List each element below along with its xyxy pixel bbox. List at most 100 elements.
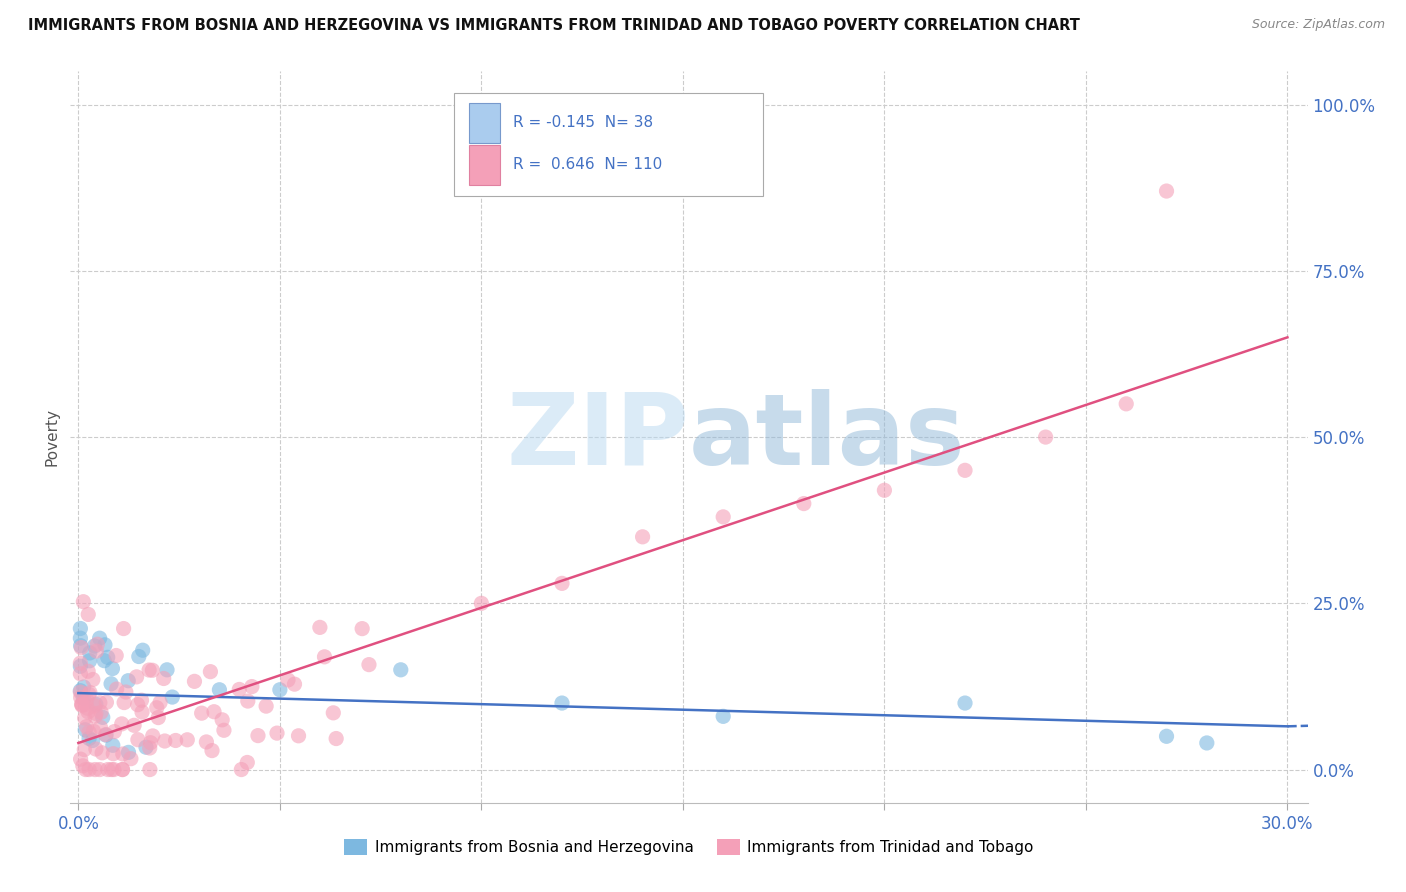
Point [711, 709, 734, 723]
Point [97, 650, 120, 665]
Text: atlas: atlas [689, 389, 966, 485]
Point [165, 733, 187, 747]
Point [551, 576, 574, 591]
Point [212, 723, 235, 738]
Point [1156, 184, 1178, 198]
Point [269, 682, 291, 697]
Point [141, 663, 163, 677]
Point [73, 711, 96, 725]
Point [69, 752, 91, 766]
Point [156, 663, 179, 677]
Point [76, 720, 98, 734]
Point [131, 643, 153, 657]
Point [953, 696, 976, 710]
Point [77, 705, 100, 719]
Point [112, 696, 135, 710]
Point [83, 724, 105, 739]
Point [127, 698, 149, 712]
Point [79, 654, 101, 668]
Point [105, 681, 128, 696]
Point [551, 696, 574, 710]
Point [90, 706, 112, 720]
Point [100, 677, 122, 691]
Point [138, 663, 160, 677]
Point [122, 718, 145, 732]
Point [89, 720, 111, 734]
Point [142, 729, 165, 743]
Point [211, 713, 233, 727]
Point [117, 745, 139, 759]
Point [72, 691, 94, 706]
FancyBboxPatch shape [468, 103, 499, 143]
Point [240, 680, 263, 694]
Point [91, 746, 114, 760]
Point [152, 672, 174, 686]
Point [77, 763, 100, 777]
Point [117, 673, 139, 688]
Point [352, 622, 374, 636]
Point [72, 759, 94, 773]
Point [236, 756, 259, 770]
Point [183, 674, 205, 689]
Point [69, 666, 91, 681]
Point [231, 763, 253, 777]
Point [309, 620, 332, 634]
Point [94, 728, 117, 742]
FancyBboxPatch shape [454, 94, 763, 195]
Point [94, 638, 117, 652]
Point [83, 639, 105, 653]
Point [86, 637, 108, 651]
Y-axis label: Poverty: Poverty [44, 408, 59, 467]
Point [84, 742, 107, 756]
Point [195, 735, 218, 749]
Point [470, 596, 492, 610]
Point [69, 659, 91, 673]
Point [1035, 430, 1057, 444]
Point [69, 639, 91, 653]
Point [79, 646, 101, 660]
Point [135, 740, 157, 755]
Point [84, 709, 107, 723]
Point [69, 622, 91, 636]
Point [283, 677, 305, 691]
Point [86, 644, 108, 658]
FancyBboxPatch shape [468, 145, 499, 185]
Point [69, 631, 91, 645]
Point [277, 673, 299, 687]
Text: IMMIGRANTS FROM BOSNIA AND HERZEGOVINA VS IMMIGRANTS FROM TRINIDAD AND TOBAGO PO: IMMIGRANTS FROM BOSNIA AND HERZEGOVINA V… [28, 18, 1080, 33]
Point [77, 687, 100, 701]
Point [79, 685, 101, 699]
Point [72, 680, 94, 694]
Point [127, 732, 149, 747]
Point [145, 700, 167, 714]
Point [125, 670, 148, 684]
Point [103, 724, 125, 739]
Point [82, 733, 104, 747]
Legend: Immigrants from Bosnia and Herzegovina, Immigrants from Trinidad and Tobago: Immigrants from Bosnia and Herzegovina, … [339, 833, 1039, 861]
Point [139, 736, 162, 750]
Point [357, 657, 380, 672]
Point [97, 763, 120, 777]
Point [84, 706, 107, 721]
Point [111, 747, 134, 761]
Point [73, 742, 96, 756]
Point [76, 692, 98, 706]
Point [201, 743, 224, 757]
Point [82, 673, 104, 687]
Point [94, 728, 117, 742]
Point [114, 685, 136, 699]
Point [389, 663, 412, 677]
Point [103, 747, 125, 761]
Point [208, 682, 231, 697]
Point [84, 698, 107, 712]
Point [314, 649, 336, 664]
Point [101, 739, 124, 753]
Point [77, 731, 100, 746]
Point [236, 694, 259, 708]
Point [70, 640, 93, 655]
Point [202, 705, 225, 719]
Point [148, 710, 170, 724]
Point [228, 682, 250, 697]
Point [103, 763, 125, 777]
Text: ZIP: ZIP [506, 389, 689, 485]
